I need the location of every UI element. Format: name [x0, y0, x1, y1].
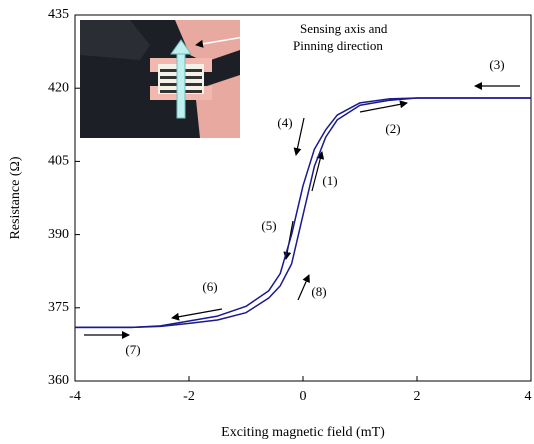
inset-image: [80, 20, 262, 138]
step-label: (3): [489, 57, 504, 72]
x-tick-label: -2: [183, 389, 195, 404]
step-label: (4): [277, 115, 292, 130]
x-tick-label: -4: [69, 389, 81, 404]
x-tick-label: 0: [300, 389, 307, 404]
step-label: (1): [322, 173, 337, 188]
step-label: (6): [202, 279, 217, 294]
y-axis-label: Resistance (Ω): [8, 156, 23, 239]
x-axis-label: Exciting magnetic field (mT): [221, 425, 385, 440]
x-tick-label: 2: [414, 389, 421, 404]
y-tick-label: 405: [48, 154, 69, 169]
step-label: (7): [125, 342, 140, 357]
chart: Sensing axis and Pinning direction Excit…: [0, 0, 534, 444]
y-tick-label: 360: [48, 373, 69, 388]
x-tick-label: 4: [525, 389, 532, 404]
inset-label: Pinning direction: [293, 38, 383, 53]
step-label: (2): [385, 121, 400, 136]
y-tick-label: 420: [48, 80, 69, 95]
y-tick-label: 390: [48, 227, 69, 242]
step-label: (5): [261, 218, 276, 233]
inset-label: Sensing axis and: [300, 21, 388, 36]
y-tick-label: 375: [48, 300, 69, 315]
y-tick-label: 435: [48, 7, 69, 22]
step-label: (8): [311, 284, 326, 299]
